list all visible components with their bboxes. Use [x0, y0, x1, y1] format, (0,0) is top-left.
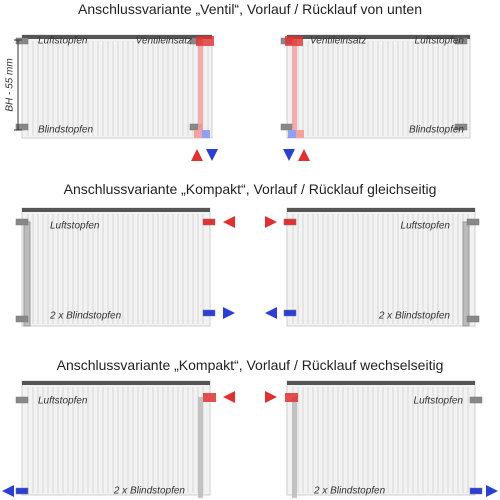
- radiators: [2, 34, 498, 498]
- arrow: [223, 307, 235, 319]
- radiator-grille: [22, 208, 210, 212]
- arrow: [206, 149, 218, 161]
- arrow: [223, 391, 235, 403]
- section-title: Anschlussvariante „Ventil“, Vorlauf / Rü…: [78, 1, 422, 17]
- label: Blindstopfen: [409, 125, 464, 136]
- arrow: [283, 149, 295, 161]
- arrow: [298, 149, 310, 161]
- radiator-grille: [287, 381, 475, 385]
- pipe: [198, 397, 203, 498]
- label: Ventileinsatz: [310, 36, 366, 47]
- plug: [466, 218, 480, 226]
- section-title: Anschlussvariante „Kompakt“, Vorlauf / R…: [57, 357, 444, 373]
- connector: [194, 130, 202, 138]
- pipe: [292, 40, 297, 132]
- label: Ventileinsatz: [136, 36, 192, 47]
- label: 2 x Blindstopfen: [49, 311, 122, 322]
- valve: [196, 36, 214, 46]
- label: Luftstopfen: [415, 36, 465, 47]
- arrow: [191, 149, 203, 161]
- label: Blindstopfen: [38, 125, 93, 136]
- plug: [15, 396, 29, 404]
- arrow: [486, 485, 498, 497]
- label: Luftstopfen: [401, 221, 451, 232]
- label: Luftstopfen: [38, 396, 88, 407]
- label: Luftstopfen: [414, 396, 464, 407]
- connector: [202, 130, 210, 138]
- plug: [466, 315, 480, 323]
- radiator-grille: [22, 381, 210, 385]
- valve: [203, 393, 216, 402]
- arrow: [223, 216, 235, 228]
- pipe: [292, 397, 297, 498]
- section-title: Anschlussvariante „Kompakt“, Vorlauf / R…: [64, 181, 437, 197]
- plug: [15, 37, 29, 45]
- pipe: [198, 40, 203, 132]
- plug: [454, 37, 468, 45]
- plug: [15, 218, 29, 226]
- arrow: [265, 307, 277, 319]
- connector: [288, 130, 296, 138]
- label: Luftstopfen: [38, 36, 88, 47]
- arrow: [2, 485, 14, 497]
- label: 2 x Blindstopfen: [378, 311, 451, 322]
- plug: [202, 218, 216, 226]
- label: 2 x Blindstopfen: [113, 486, 186, 497]
- plug: [283, 309, 297, 317]
- valve: [285, 393, 298, 402]
- label: 2 x Blindstopfen: [313, 486, 386, 497]
- valve: [285, 36, 303, 46]
- arrow: [265, 216, 277, 228]
- bracket: [462, 221, 470, 327]
- label: Luftstopfen: [50, 221, 100, 232]
- connector: [296, 130, 304, 138]
- dimension-label: BH - 55 mm: [5, 58, 16, 111]
- plug: [283, 218, 297, 226]
- radiator-body: [21, 34, 213, 139]
- plug: [454, 123, 468, 131]
- plug: [15, 315, 29, 323]
- plug: [469, 396, 483, 404]
- plug: [280, 123, 294, 131]
- radiator-grille: [287, 208, 475, 212]
- radiator-grille: [22, 35, 212, 39]
- plug: [469, 487, 483, 495]
- arrow: [265, 391, 277, 403]
- plug: [202, 309, 216, 317]
- plug: [15, 487, 29, 495]
- bracket: [23, 221, 31, 327]
- radiator-grille: [287, 35, 470, 39]
